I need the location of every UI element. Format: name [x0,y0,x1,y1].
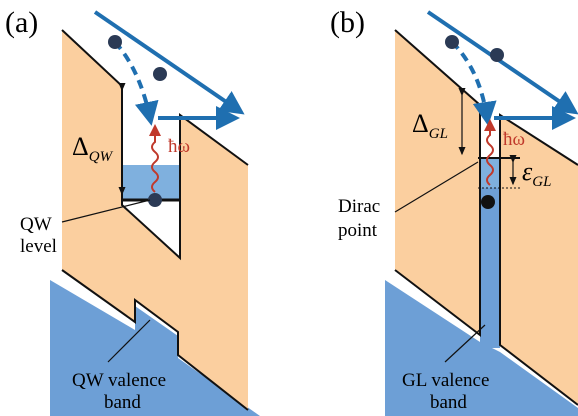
panel-label: (b) [330,6,365,39]
graphene-electrons [480,158,500,188]
electron [108,35,122,49]
valence-label: QW valence [72,370,166,391]
panel-a: (a) ΔQW ħω QW level QW valence band [5,6,260,416]
valence-label: band [104,392,141,413]
diagram: (a) ΔQW ħω QW level QW valence band (b) … [0,0,578,416]
electron [490,48,504,62]
panel-label: (a) [5,6,38,39]
panel-b: (b) ΔGL ħω εGL Dirac point GL valence ba… [330,6,578,416]
gap-symbol: Δ [412,109,429,138]
gap-symbol: Δ [72,132,89,161]
level-label: point [338,220,378,241]
photon-label: ħω [168,136,190,157]
valence-label: band [430,392,467,413]
gap-subscript: QW [89,149,114,165]
electron [153,67,167,81]
energy-subscript: GL [532,174,551,190]
electron [445,35,459,49]
conduction-band [395,30,480,335]
photon-label: ħω [503,129,525,150]
valence-label: GL valence [402,370,489,391]
level-label: QW [20,214,52,235]
hole [481,195,495,209]
gap-subscript: GL [429,126,448,142]
electron [148,193,162,207]
level-label: Dirac [338,196,380,217]
level-label: level [20,236,57,257]
